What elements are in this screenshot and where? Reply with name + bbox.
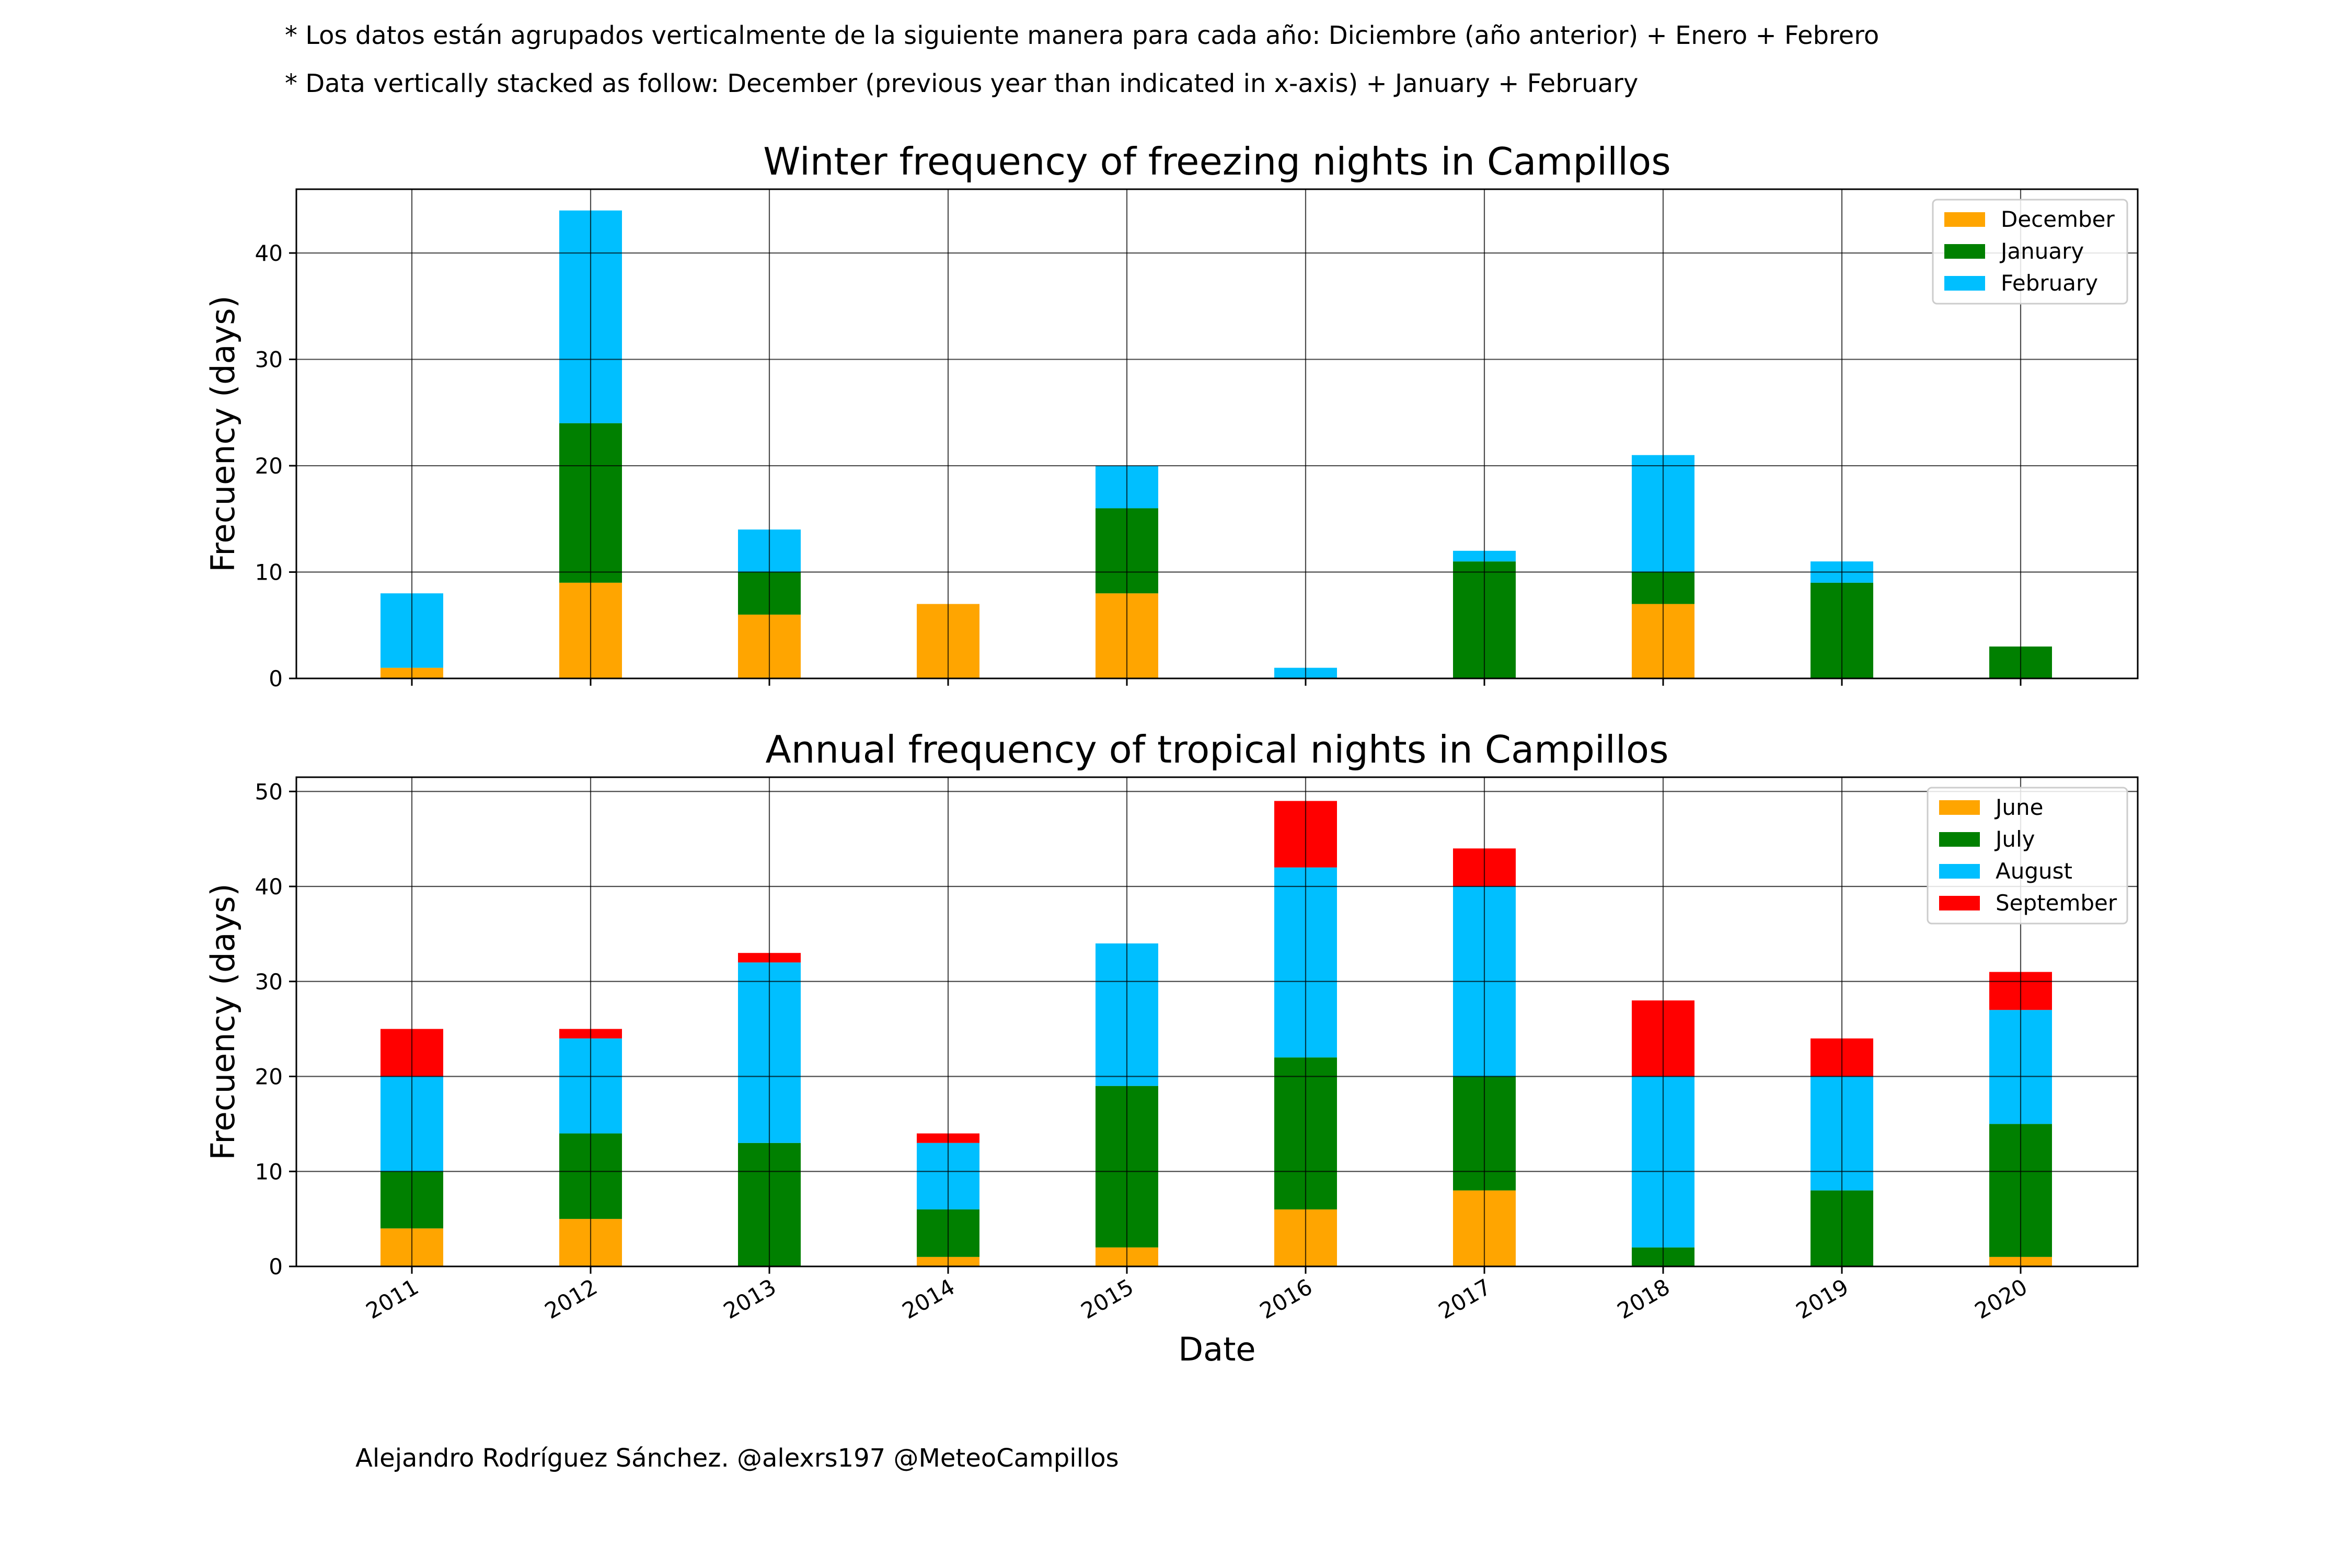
y-tick-label: 10 (255, 1159, 283, 1184)
legend: December January February (1932, 199, 2128, 305)
x-tick-label: 2012 (540, 1274, 602, 1324)
x-tick-label: 2018 (1613, 1274, 1674, 1324)
y-tick-label: 40 (255, 240, 283, 266)
chart-title: Annual frequency of tropical nights in C… (766, 728, 1669, 771)
note-spanish: * Los datos están agrupados verticalment… (285, 21, 1880, 50)
chart-title: Winter frequency of freezing nights in C… (763, 140, 1670, 183)
y-tick-label: 50 (255, 779, 283, 804)
freezing-nights-chart: 0 10 20 30 40 Winter frequency of freezing ni… (204, 140, 2139, 691)
y-tick-label: 0 (269, 1254, 283, 1279)
axes-frame (295, 188, 2139, 679)
x-tick-label: 2013 (719, 1274, 780, 1324)
note-english: * Data vertically stacked as follow: Dec… (285, 69, 1639, 98)
legend-label-january: January (1999, 238, 2084, 264)
legend-label-february: February (2001, 270, 2098, 296)
legend-box (1927, 787, 2128, 925)
legend-swatch-july (1939, 832, 1980, 847)
y-tick-label: 10 (255, 560, 283, 585)
legend-swatch-june (1939, 800, 1980, 815)
axes-frame (295, 776, 2139, 1267)
y-axis-label: Frecuency (days) (204, 295, 242, 572)
legend-label-september: September (1996, 890, 2117, 916)
y-tick-label: 40 (255, 874, 283, 900)
y-tick-label: 30 (255, 969, 283, 995)
y-tick-label: 20 (255, 1064, 283, 1090)
y-axis-label: Frecuency (days) (204, 883, 242, 1160)
legend-swatch-february (1944, 276, 1985, 291)
y-tick-label: 20 (255, 453, 283, 479)
legend-swatch-august (1939, 864, 1980, 879)
x-tick-label: 2016 (1255, 1274, 1317, 1324)
legend-label-december: December (2001, 206, 2115, 232)
author-credit: Alejandro Rodríguez Sánchez. @alexrs197 … (355, 1444, 1119, 1473)
legend-label-august: August (1996, 858, 2072, 884)
legend-label-july: July (1994, 826, 2035, 852)
legend-swatch-september (1939, 896, 1980, 910)
x-tick-label: 2017 (1434, 1274, 1495, 1324)
x-tick-label: 2019 (1792, 1274, 1853, 1324)
x-tick-label: 2015 (1077, 1274, 1138, 1324)
y-tick-label: 0 (269, 666, 283, 691)
x-tick-label: 2014 (898, 1274, 959, 1324)
tropical-nights-chart: 0 10 20 30 40 50 2011 2012 2013 2014 2015 2016 2017 2… (204, 728, 2139, 1368)
x-tick-label: 2011 (362, 1274, 423, 1324)
x-axis-label: Date (1178, 1330, 1255, 1368)
x-tick-label: 2020 (1970, 1274, 2032, 1324)
legend-swatch-january (1944, 244, 1985, 259)
legend-swatch-december (1944, 212, 1985, 227)
legend-label-june: June (1994, 794, 2043, 820)
legend: June July August September (1927, 787, 2128, 925)
y-tick-label: 30 (255, 347, 283, 373)
